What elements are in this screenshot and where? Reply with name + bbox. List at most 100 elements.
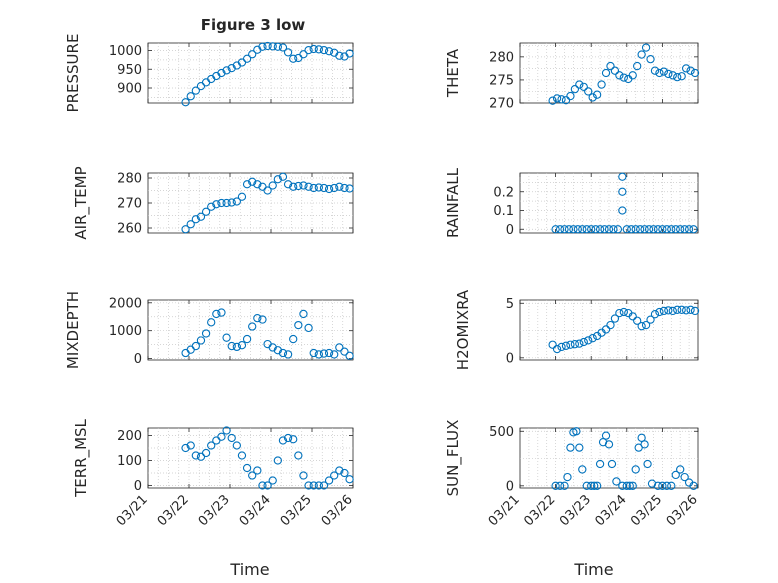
data-point <box>566 340 575 349</box>
data-point <box>591 225 600 234</box>
data-point <box>227 63 236 73</box>
data-point <box>649 225 658 234</box>
data-point <box>217 198 226 208</box>
data-point <box>324 47 334 56</box>
data-point <box>552 344 562 354</box>
data-point <box>633 316 642 325</box>
y-axis-label: SUN_FLUX <box>444 420 463 497</box>
data-point <box>557 95 566 104</box>
data-point <box>566 91 575 101</box>
data-point <box>622 481 631 490</box>
y-tick-label: 900 <box>117 82 142 97</box>
data-point <box>201 207 211 216</box>
data-point <box>273 42 282 51</box>
data-point <box>227 198 236 207</box>
data-point <box>618 206 627 215</box>
data-point <box>619 307 628 317</box>
data-point <box>222 426 231 435</box>
data-point <box>600 225 609 234</box>
x-tick-label: 03/21 <box>486 492 523 529</box>
data-point <box>191 451 200 460</box>
data-point <box>207 318 216 327</box>
data-point <box>217 308 226 317</box>
data-point <box>595 225 605 234</box>
data-point <box>644 225 654 234</box>
data-point <box>680 472 689 482</box>
y-tick-label: 280 <box>489 50 514 65</box>
data-point <box>232 342 241 352</box>
data-point <box>610 314 620 323</box>
data-point <box>324 348 334 358</box>
y-axis-label: MIXDEPTH <box>64 291 82 369</box>
data-point <box>253 180 262 189</box>
data-point <box>561 341 571 350</box>
data-point <box>618 172 627 181</box>
data-point <box>278 172 288 181</box>
data-point <box>248 177 257 186</box>
data-point <box>186 441 195 450</box>
x-tick-label: 03/24 <box>593 492 630 529</box>
data-point <box>607 459 617 469</box>
y-tick-label: 5 <box>506 297 514 312</box>
data-point <box>345 49 354 58</box>
data-point <box>222 66 231 75</box>
data-point <box>304 481 313 490</box>
data-point <box>582 225 591 234</box>
x-axis-label-left: Time <box>229 560 269 579</box>
data-point <box>667 481 676 490</box>
data-point <box>615 308 624 318</box>
data-point <box>548 96 557 105</box>
data-point <box>573 225 582 234</box>
data-point <box>273 175 282 184</box>
y-tick-label: 0 <box>134 352 142 367</box>
data-point <box>615 71 624 80</box>
data-point <box>555 481 565 490</box>
data-point <box>677 72 686 81</box>
data-point <box>248 471 257 480</box>
data-point <box>232 197 241 206</box>
data-point <box>637 50 646 59</box>
data-point <box>609 225 618 234</box>
x-tick-label: 03/22 <box>521 492 558 529</box>
data-point <box>631 465 640 474</box>
data-point <box>689 481 698 490</box>
data-point <box>324 476 334 485</box>
data-point <box>314 183 323 192</box>
data-point <box>232 441 241 450</box>
data-point <box>278 348 288 358</box>
data-point <box>314 45 323 54</box>
subplot-3: 260 270 280 AIR_TEMP <box>72 166 354 240</box>
data-point <box>584 336 593 345</box>
data-point <box>659 306 669 316</box>
subplot-1: 900 950 1000 PRESSURE <box>64 34 354 112</box>
y-tick-label: 0.2 <box>493 185 514 200</box>
data-point <box>242 334 252 344</box>
data-point <box>658 225 667 234</box>
data-point <box>551 481 560 490</box>
data-point <box>263 481 272 490</box>
figure-title: Figure 3 low <box>201 16 306 34</box>
data-point <box>319 481 329 490</box>
data-point <box>273 456 282 465</box>
data-point <box>673 305 682 314</box>
y-axis-label: THETA <box>444 48 462 98</box>
data-point <box>579 82 588 91</box>
data-point <box>207 441 216 450</box>
data-point <box>613 225 623 234</box>
data-point <box>548 340 557 349</box>
data-point <box>653 481 663 490</box>
data-point <box>242 54 252 63</box>
data-point <box>196 212 206 221</box>
data-point <box>207 202 216 211</box>
data-point <box>686 305 695 314</box>
data-point <box>330 471 339 480</box>
data-point <box>637 433 646 442</box>
data-point <box>587 481 596 490</box>
subplot-7: 0 100 200 03/21 03/22 03/23 03/24 03/25 03/26 TER… <box>72 418 356 529</box>
data-point <box>294 181 303 191</box>
data-point <box>309 348 318 358</box>
data-point <box>578 225 587 234</box>
y-tick-label: 260 <box>117 222 142 237</box>
data-point <box>646 55 655 64</box>
